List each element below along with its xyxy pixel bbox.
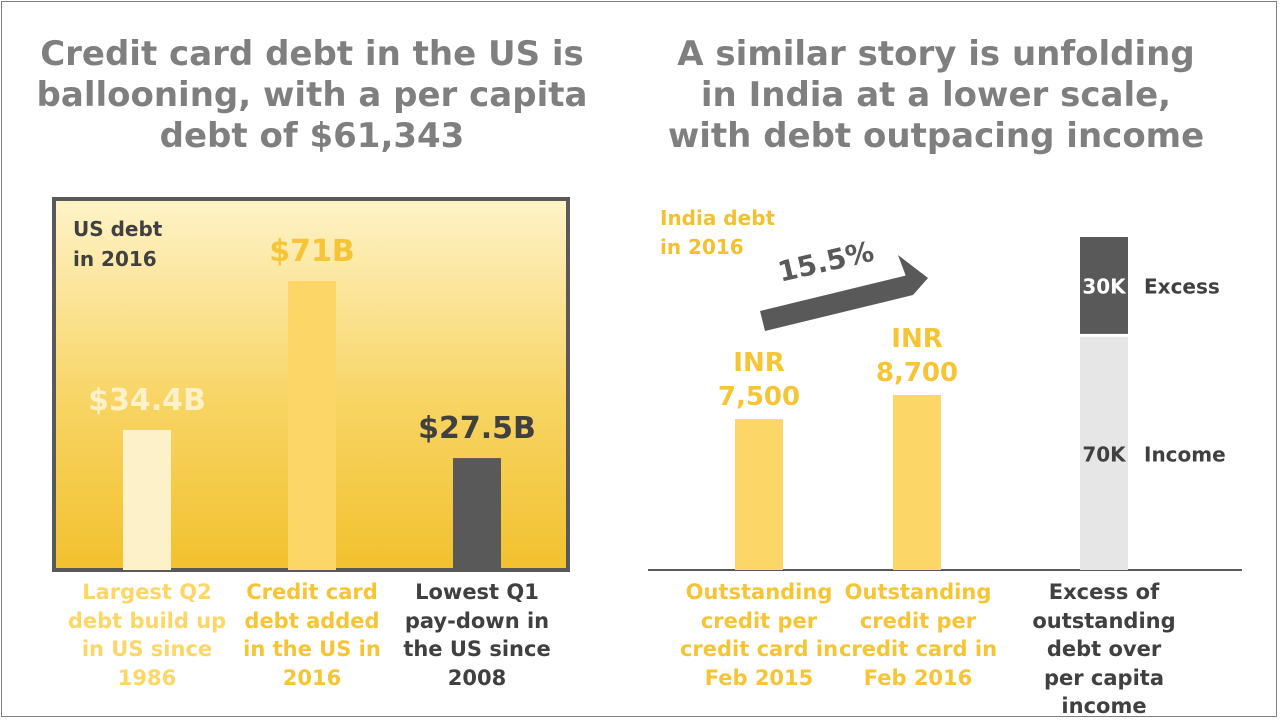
india-panel-label-line-2: in 2016 <box>660 235 744 259</box>
us-value-label-3: $27.5B <box>418 411 536 446</box>
india-bars: INR 7,500 INR 8,700 <box>718 324 958 570</box>
growth-arrow <box>760 255 928 331</box>
right-title: A similar story is unfolding in India at… <box>667 34 1205 156</box>
stack-segment-income <box>1080 336 1128 570</box>
us-value-label-2: $71B <box>269 234 355 269</box>
india-panel-label: India debt in 2016 <box>660 206 782 259</box>
stack-category-label: Excess of outstanding debt over per capi… <box>1032 580 1176 718</box>
us-panel-label: US debt in 2016 <box>73 217 169 271</box>
india-category-label-1: Outstanding credit per credit card in Fe… <box>679 580 839 690</box>
us-panel-label-line-2: in 2016 <box>73 247 157 271</box>
india-bar-2 <box>893 395 941 570</box>
us-category-label-1: Largest Q2 debt build up in US since 198… <box>67 580 227 690</box>
us-bar-1 <box>123 429 171 570</box>
us-category-label-2: Credit card debt added in the US in 2016 <box>243 580 381 690</box>
stack-series-label-income: Income <box>1144 442 1226 466</box>
india-bar-1 <box>735 419 783 570</box>
india-panel-label-line-1: India debt <box>660 206 776 230</box>
us-bars: $34.4B $71B $27.5B <box>88 234 536 570</box>
growth-label: 15.5% <box>775 235 877 289</box>
stacked-bar: 70K Income 30K Excess <box>1080 237 1226 570</box>
stack-segment-excess <box>1080 237 1128 334</box>
us-category-label-3: Lowest Q1 pay-down in the US since 2008 <box>403 580 551 690</box>
us-panel-label-line-1: US debt <box>73 217 163 241</box>
stack-value-label-excess: 30K <box>1082 274 1127 298</box>
us-value-label-1: $34.4B <box>88 383 206 418</box>
india-value-label-1: INR 7,500 <box>718 348 800 412</box>
us-bar-2 <box>288 281 336 570</box>
us-bar-3 <box>453 458 501 570</box>
india-category-label-2: Outstanding credit per credit card in Fe… <box>838 580 998 690</box>
stack-value-label-income: 70K <box>1082 442 1127 466</box>
left-title: Credit card debt in the US is ballooning… <box>36 34 588 156</box>
stack-series-label-excess: Excess <box>1144 274 1220 298</box>
india-value-label-2: INR 8,700 <box>876 324 958 388</box>
